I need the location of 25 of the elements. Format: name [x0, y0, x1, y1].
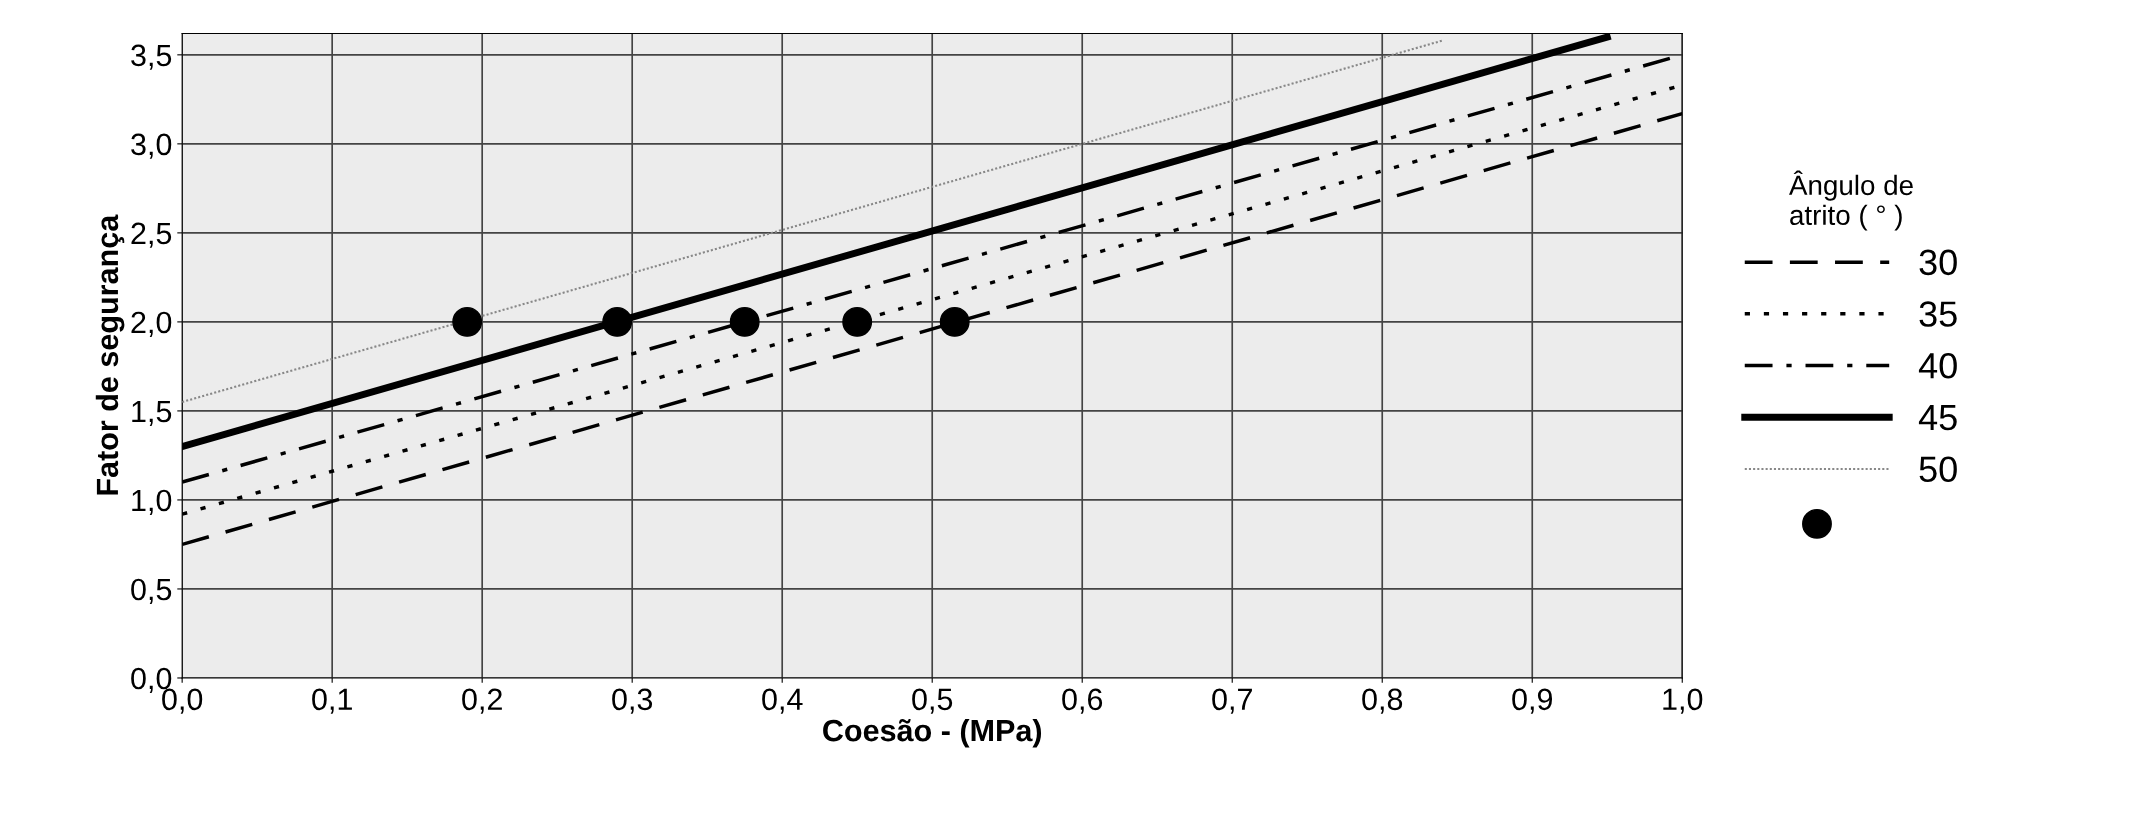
- x-axis-title: Coesão - (MPa): [823, 718, 1042, 748]
- x-tick-label: 0,8: [1362, 688, 1403, 714]
- x-tick-label: 0,1: [312, 688, 352, 714]
- y-tick-label: 0,5: [131, 578, 172, 604]
- x-tick-label: 0,6: [1062, 688, 1103, 714]
- y-tick-label: 3,5: [131, 44, 172, 70]
- x-tick-label: 0,2: [462, 688, 502, 714]
- y-tick-label: 1,5: [132, 400, 172, 426]
- legend-label: 50: [1919, 456, 1957, 482]
- legend-label: 35: [1919, 301, 1957, 327]
- legend-label: 45: [1918, 405, 1957, 431]
- x-tick-label: 0,5: [912, 688, 953, 714]
- legend-title: Ângulo de atrito ( ° ): [1789, 170, 1913, 231]
- x-tick-label: 1,0: [1663, 688, 1703, 714]
- x-tick-label: 0,3: [612, 688, 653, 714]
- y-tick-label: 3,0: [131, 133, 172, 159]
- y-tick-label: 1,0: [132, 489, 172, 515]
- legend-label: 30: [1919, 249, 1957, 276]
- legend-label: 40: [1918, 353, 1957, 379]
- x-tick-label: 0,9: [1512, 688, 1553, 714]
- x-tick-label: 0,4: [762, 688, 803, 714]
- y-axis-title: Fator de segurança: [95, 214, 125, 495]
- y-tick-label: 2,0: [131, 311, 172, 337]
- y-tick-label: 2,5: [131, 222, 172, 248]
- x-tick-label: 0,7: [1212, 688, 1252, 714]
